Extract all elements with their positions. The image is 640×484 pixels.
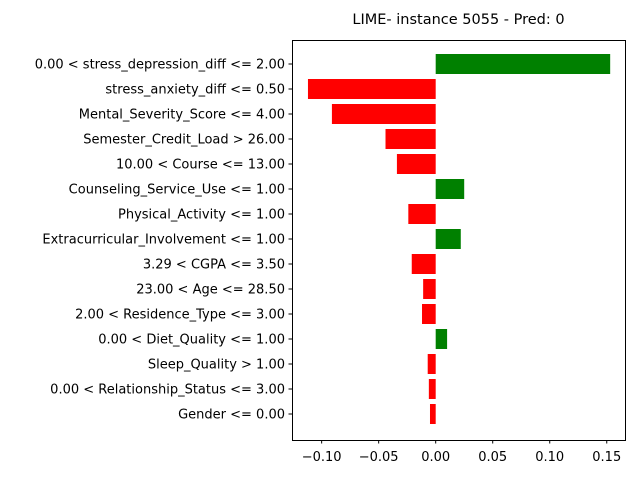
bar xyxy=(411,254,436,274)
bar xyxy=(423,279,436,299)
y-tick-label: 0.00 < Relationship_Status <= 3.00 xyxy=(50,383,285,398)
y-tick-label: Mental_Severity_Score <= 4.00 xyxy=(79,108,285,123)
bar xyxy=(435,229,461,249)
chart-title: LIME- instance 5055 - Pred: 0 xyxy=(352,12,565,28)
y-tick-label: 2.00 < Residence_Type <= 3.00 xyxy=(75,308,285,323)
bar xyxy=(307,79,436,99)
bar xyxy=(422,304,436,324)
x-tick-label: 0.15 xyxy=(592,450,621,465)
x-tick-label: 0.00 xyxy=(421,450,450,465)
y-tick-label: 10.00 < Course <= 13.00 xyxy=(116,158,285,173)
y-tick-label: Counseling_Service_Use <= 1.00 xyxy=(69,183,285,198)
bar xyxy=(435,329,448,349)
y-tick-label: 0.00 < Diet_Quality <= 1.00 xyxy=(98,333,285,348)
y-tick-label: Physical_Activity <= 1.00 xyxy=(118,208,285,223)
y-tick-label: Sleep_Quality > 1.00 xyxy=(148,358,285,373)
bar xyxy=(435,179,465,199)
y-tick-label: 23.00 < Age <= 28.50 xyxy=(136,283,285,298)
bar xyxy=(331,104,436,124)
bar xyxy=(435,54,611,74)
bar xyxy=(428,379,436,399)
plot-frame xyxy=(292,40,626,441)
y-tick-label: stress_anxiety_diff <= 0.50 xyxy=(105,83,285,98)
x-tick-label: −0.10 xyxy=(302,450,342,465)
bar xyxy=(427,354,436,374)
bar xyxy=(396,154,436,174)
bar xyxy=(429,404,436,424)
y-tick-label: Semester_Credit_Load > 26.00 xyxy=(83,133,285,148)
y-tick-label: 0.00 < stress_depression_diff <= 2.00 xyxy=(35,58,285,73)
y-tick-label: Gender <= 0.00 xyxy=(178,408,285,423)
x-tick-label: 0.10 xyxy=(535,450,564,465)
bar xyxy=(385,129,436,149)
y-tick-label: Extracurricular_Involvement <= 1.00 xyxy=(42,233,285,248)
y-tick-label: 3.29 < CGPA <= 3.50 xyxy=(143,258,285,273)
x-tick-label: −0.05 xyxy=(359,450,399,465)
bar xyxy=(408,204,436,224)
x-tick-label: 0.05 xyxy=(478,450,507,465)
